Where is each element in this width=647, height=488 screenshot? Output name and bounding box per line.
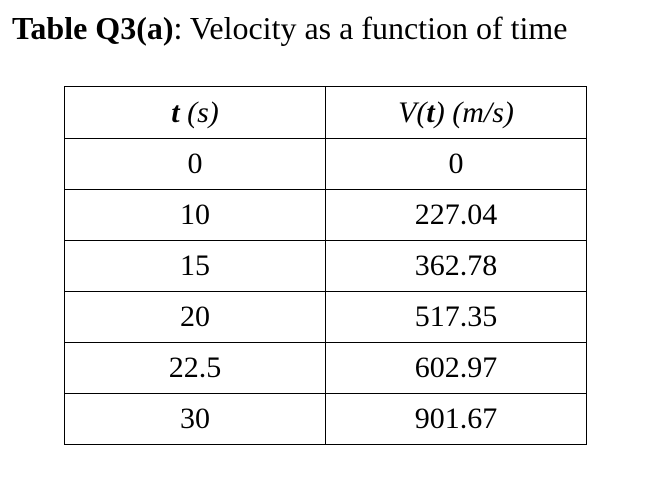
caption-text: : Velocity as a function of time [173,10,568,46]
header-time: t (s) [64,86,326,139]
header-time-unit: (s) [179,95,219,129]
header-velocity: V(t) (m/s) [325,86,587,139]
cell-time: 15 [64,240,326,292]
table-row: 15 362.78 [64,240,587,292]
table-caption: Table Q3(a): Velocity as a function of t… [12,8,567,48]
cell-time: 22.5 [64,342,326,394]
cell-time: 10 [64,189,326,241]
header-time-var: t [171,95,180,129]
cell-velocity: 517.35 [325,291,587,343]
header-velocity-post: ) (m/s) [434,95,514,129]
table-row: 30 901.67 [64,393,587,445]
header-velocity-pre: V( [398,95,427,129]
table-header-row: t (s) V(t) (m/s) [64,86,587,139]
cell-velocity: 227.04 [325,189,587,241]
cell-time: 20 [64,291,326,343]
cell-velocity: 362.78 [325,240,587,292]
cell-time: 30 [64,393,326,445]
velocity-table: t (s) V(t) (m/s) 0 0 10 227.04 15 362.78… [64,86,587,445]
cell-velocity: 0 [325,138,587,190]
table-row: 22.5 602.97 [64,342,587,394]
cell-velocity: 901.67 [325,393,587,445]
table-row: 20 517.35 [64,291,587,343]
caption-label: Table Q3(a) [12,10,174,46]
table-row: 0 0 [64,138,587,190]
cell-time: 0 [64,138,326,190]
cell-velocity: 602.97 [325,342,587,394]
header-velocity-var: t [426,95,435,129]
table-row: 10 227.04 [64,189,587,241]
